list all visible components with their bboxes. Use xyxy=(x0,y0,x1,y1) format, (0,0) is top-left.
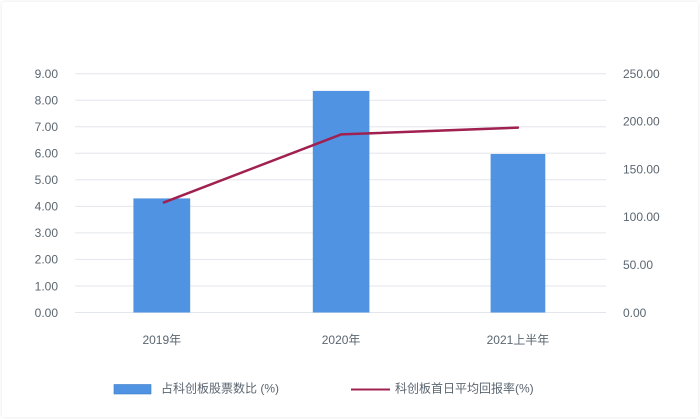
svg-text:200.00: 200.00 xyxy=(623,115,660,129)
svg-text:2.00: 2.00 xyxy=(35,253,59,267)
svg-text:50.00: 50.00 xyxy=(623,258,653,272)
svg-text:3.00: 3.00 xyxy=(35,226,59,240)
svg-text:4.00: 4.00 xyxy=(35,200,59,214)
svg-text:2019年: 2019年 xyxy=(142,333,181,347)
svg-text:5.00: 5.00 xyxy=(35,173,59,187)
svg-text:科创板首日平均回报率(%): 科创板首日平均回报率(%) xyxy=(395,381,534,396)
svg-text:0.00: 0.00 xyxy=(35,306,59,320)
svg-text:9.00: 9.00 xyxy=(35,67,59,81)
svg-text:250.00: 250.00 xyxy=(623,67,660,81)
svg-text:2020年: 2020年 xyxy=(322,333,361,347)
svg-text:150.00: 150.00 xyxy=(623,162,660,176)
svg-text:7.00: 7.00 xyxy=(35,120,59,134)
svg-text:0.00: 0.00 xyxy=(623,306,647,320)
svg-text:8.00: 8.00 xyxy=(35,94,59,108)
svg-text:6.00: 6.00 xyxy=(35,147,59,161)
svg-text:100.00: 100.00 xyxy=(623,210,660,224)
svg-text:占科创板股票数比 (%): 占科创板股票数比 (%) xyxy=(161,381,279,396)
svg-text:2021上半年: 2021上半年 xyxy=(487,333,550,347)
svg-text:1.00: 1.00 xyxy=(35,279,59,293)
